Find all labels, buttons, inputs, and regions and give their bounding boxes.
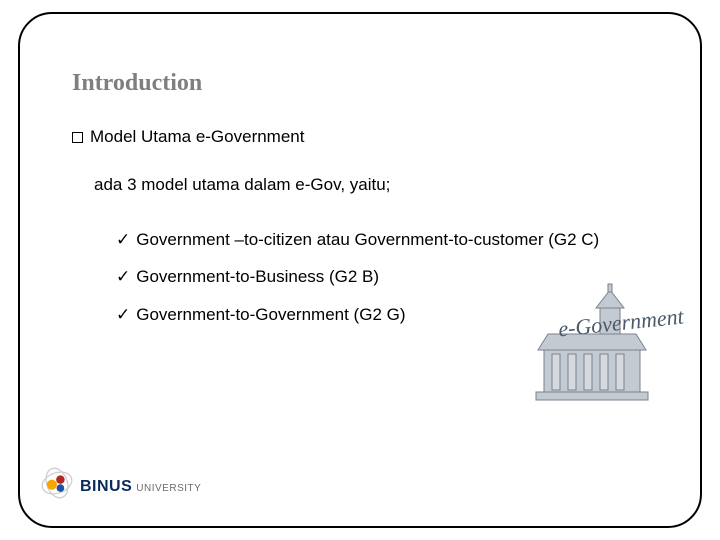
slide-title: Introduction (72, 70, 660, 97)
logo-brand: BINUS (80, 478, 132, 495)
square-bullet-icon (72, 132, 83, 143)
list-item-text: Government –to-citizen atau Government-t… (136, 230, 599, 249)
list-item: ✓ Government –to-citizen atau Government-… (116, 221, 660, 258)
logo-sub: UNIVERSITY (136, 483, 201, 494)
check-icon: ✓ (116, 230, 130, 249)
list-item-text: Government-to-Government (G2 G) (136, 305, 405, 324)
heading-line: Model Utama e-Government (72, 125, 660, 149)
logo-orb-icon (40, 466, 74, 500)
building-icon (504, 280, 684, 420)
logo-text: BINUS UNIVERSITY (80, 478, 201, 496)
heading-text: Model Utama e-Government (90, 127, 304, 146)
egov-illustration: e-Government (504, 280, 684, 420)
subtext: ada 3 model utama dalam e-Gov, yaitu; (94, 175, 390, 194)
check-icon: ✓ (116, 305, 130, 324)
list-item-text: Government-to-Business (G2 B) (136, 267, 379, 286)
check-icon: ✓ (116, 267, 130, 286)
subtext-line: ada 3 model utama dalam e-Gov, yaitu; (94, 169, 660, 201)
binus-logo: BINUSUNIVERSITY (36, 460, 196, 512)
